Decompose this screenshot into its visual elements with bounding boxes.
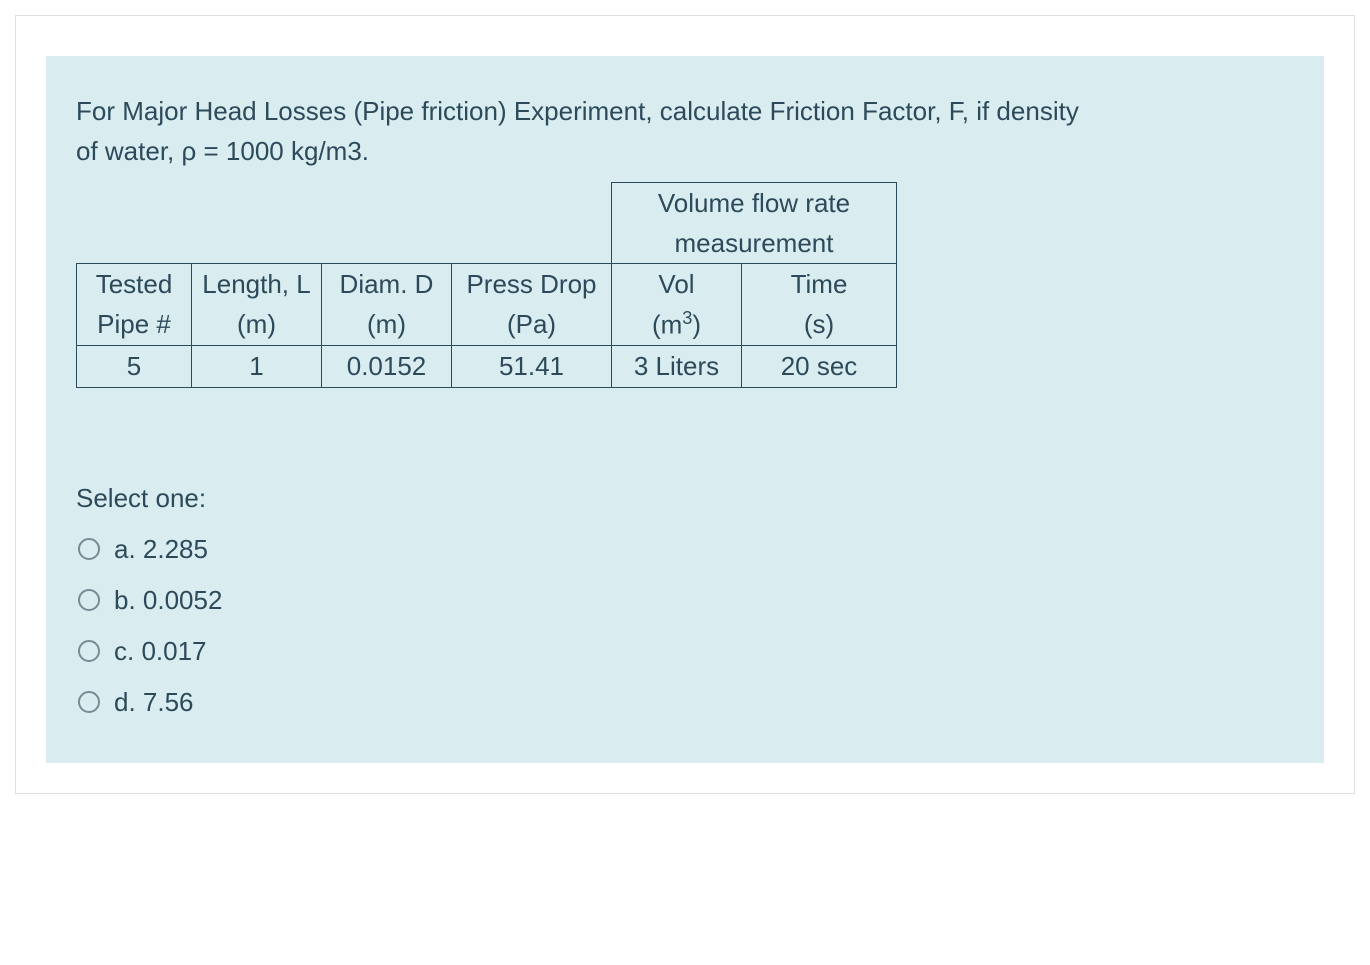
question-text: For Major Head Losses (Pipe friction) Ex… xyxy=(76,91,1294,172)
cell-time: 20 sec xyxy=(742,346,897,387)
radio-icon[interactable] xyxy=(78,640,100,662)
col-header-length: Length, L (m) xyxy=(192,264,322,346)
hdr-press-1: Press Drop xyxy=(452,264,611,304)
cell-press: 51.41 xyxy=(452,346,612,387)
options-list: a. 2.285 b. 0.0052 c. 0.017 d. 7.56 xyxy=(78,534,1294,718)
cell-diam: 0.0152 xyxy=(322,346,452,387)
hdr-diam-1: Diam. D xyxy=(322,264,451,304)
flow-rate-header: Volume flow rate measurement xyxy=(612,182,897,264)
hdr-vol-2: (m3) xyxy=(612,304,741,345)
col-header-press: Press Drop (Pa) xyxy=(452,264,612,346)
hdr-time-2: (s) xyxy=(742,304,896,344)
radio-icon[interactable] xyxy=(78,691,100,713)
radio-icon[interactable] xyxy=(78,538,100,560)
cell-pipe: 5 xyxy=(77,346,192,387)
data-table: Volume flow rate measurement Tested Pipe… xyxy=(76,182,897,388)
hdr-diam-2: (m) xyxy=(322,304,451,344)
option-d-label: d. 7.56 xyxy=(114,687,194,718)
select-one-label: Select one: xyxy=(76,483,1294,514)
question-line-1: For Major Head Losses (Pipe friction) Ex… xyxy=(76,96,1079,126)
hdr-pipe-1: Tested xyxy=(77,264,191,304)
option-c-label: c. 0.017 xyxy=(114,636,207,667)
hdr-pipe-2: Pipe # xyxy=(77,304,191,344)
option-b[interactable]: b. 0.0052 xyxy=(78,585,1294,616)
data-row: 5 1 0.0152 51.41 3 Liters 20 sec xyxy=(77,346,897,387)
hdr-length-1: Length, L xyxy=(192,264,321,304)
question-line-2: of water, ρ = 1000 kg/m3. xyxy=(76,136,369,166)
option-a-label: a. 2.285 xyxy=(114,534,208,565)
flow-header-line2: measurement xyxy=(612,223,896,263)
cell-length: 1 xyxy=(192,346,322,387)
option-a[interactable]: a. 2.285 xyxy=(78,534,1294,565)
option-b-label: b. 0.0052 xyxy=(114,585,222,616)
radio-icon[interactable] xyxy=(78,589,100,611)
hdr-vol-1: Vol xyxy=(612,264,741,304)
hdr-press-2: (Pa) xyxy=(452,304,611,344)
empty-header-span xyxy=(77,182,612,264)
col-header-time: Time (s) xyxy=(742,264,897,346)
flow-header-line1: Volume flow rate xyxy=(612,183,896,223)
page-container: For Major Head Losses (Pipe friction) Ex… xyxy=(15,15,1355,794)
option-c[interactable]: c. 0.017 xyxy=(78,636,1294,667)
cell-vol: 3 Liters xyxy=(612,346,742,387)
col-header-pipe: Tested Pipe # xyxy=(77,264,192,346)
col-header-diam: Diam. D (m) xyxy=(322,264,452,346)
question-panel: For Major Head Losses (Pipe friction) Ex… xyxy=(46,56,1324,763)
option-d[interactable]: d. 7.56 xyxy=(78,687,1294,718)
hdr-length-2: (m) xyxy=(192,304,321,344)
hdr-time-1: Time xyxy=(742,264,896,304)
col-header-vol: Vol (m3) xyxy=(612,264,742,346)
